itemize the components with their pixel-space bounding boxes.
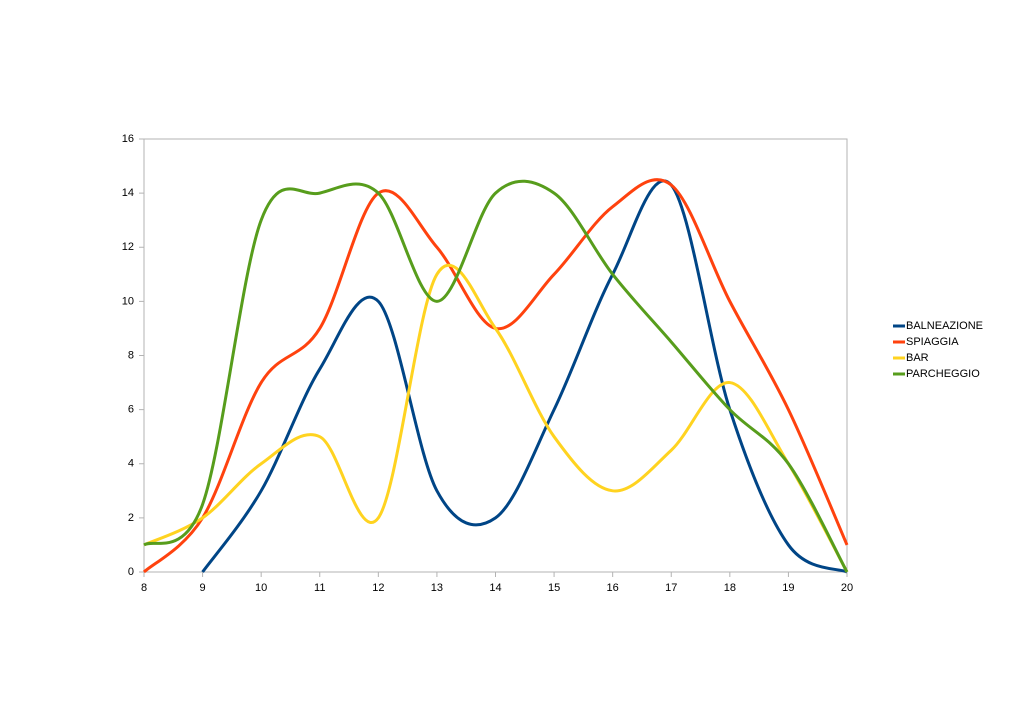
- x-tick-label: 12: [372, 582, 384, 594]
- x-tick-label: 11: [314, 582, 325, 594]
- legend-label: BAR: [906, 352, 929, 364]
- y-tick-label: 14: [122, 187, 134, 199]
- y-tick-label: 10: [122, 295, 134, 307]
- x-tick-label: 10: [255, 582, 267, 594]
- series-line: [142, 178, 849, 574]
- x-tick-label: 20: [841, 582, 853, 594]
- y-tick-label: 12: [122, 241, 134, 253]
- x-tick-label: 17: [665, 582, 677, 594]
- legend-label: BALNEAZIONE: [906, 320, 983, 332]
- y-tick-label: 4: [128, 458, 134, 470]
- x-tick-label: 19: [782, 582, 794, 594]
- legend-label: SPIAGGIA: [906, 336, 959, 348]
- x-tick-label: 14: [489, 582, 501, 594]
- y-tick-label: 8: [128, 349, 134, 361]
- x-tick-label: 9: [200, 582, 206, 594]
- y-tick-label: 16: [122, 133, 134, 145]
- x-tick-label: 18: [724, 582, 736, 594]
- y-tick-label: 6: [128, 404, 134, 416]
- y-tick-label: 0: [128, 566, 134, 578]
- series-line: [143, 179, 849, 573]
- series-line: [201, 179, 848, 574]
- x-tick-label: 16: [607, 582, 619, 594]
- series-line: [143, 263, 849, 573]
- legend-label: PARCHEGGIO: [906, 368, 980, 380]
- y-tick-label: 2: [128, 512, 134, 524]
- x-tick-label: 15: [548, 582, 560, 594]
- x-tick-label: 8: [141, 582, 147, 594]
- x-tick-label: 13: [431, 582, 443, 594]
